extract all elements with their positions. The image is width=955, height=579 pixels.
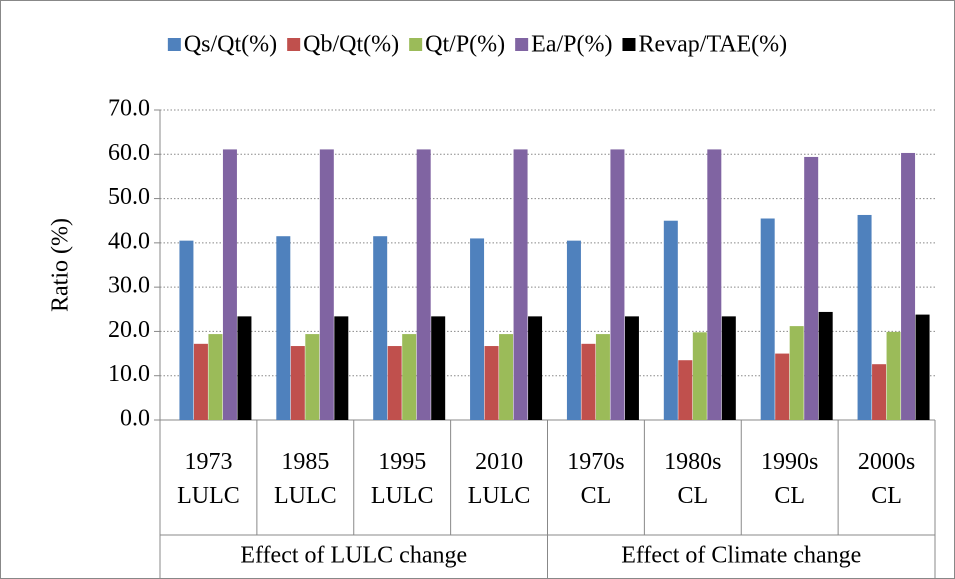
bar	[886, 331, 901, 420]
legend-label: Revap/TAE(%)	[638, 32, 787, 58]
legend-label: Ea/P(%)	[531, 32, 612, 58]
bar	[222, 149, 237, 420]
bar	[319, 149, 334, 420]
x-tick-label: 2000s CL	[858, 449, 915, 509]
x-tick-label: 2010 LULC	[468, 449, 531, 509]
x-tick-label: 1973 LULC	[177, 449, 240, 509]
y-tick-label: 60.0	[108, 140, 150, 166]
bar	[595, 334, 610, 420]
x-tick-label: 1985 LULC	[274, 449, 337, 509]
bar	[857, 214, 872, 420]
y-tick-label: 0.0	[120, 406, 150, 432]
bar	[276, 236, 291, 420]
bar	[513, 149, 528, 420]
bar	[305, 334, 320, 420]
y-tick-label: 10.0	[108, 361, 150, 387]
legend-swatch	[287, 38, 301, 51]
bar	[707, 149, 722, 420]
bar	[208, 334, 223, 420]
legend-label: Qt/P(%)	[425, 32, 505, 58]
bar	[387, 346, 402, 420]
x-tick-label: 1970s CL	[567, 449, 624, 509]
y-tick-label: 70.0	[108, 96, 150, 122]
bar	[804, 156, 819, 420]
bar	[237, 316, 252, 420]
y-tick-label: 50.0	[108, 184, 150, 210]
bar	[663, 220, 678, 420]
bar	[760, 218, 775, 420]
legend-swatch	[409, 38, 423, 51]
x-tick-label: 1995 LULC	[371, 449, 434, 509]
legend-swatch	[515, 38, 529, 51]
bar	[179, 240, 194, 420]
bar	[290, 346, 305, 420]
bar	[610, 149, 625, 420]
y-tick-label: 40.0	[108, 228, 150, 254]
legend-swatch	[167, 38, 181, 51]
bar	[915, 314, 930, 420]
bar	[373, 236, 388, 420]
group-label: Effect of LULC change	[240, 543, 467, 569]
y-tick-label: 30.0	[108, 273, 150, 299]
bar	[818, 311, 833, 420]
bar	[402, 334, 417, 420]
bar	[624, 316, 639, 420]
bar	[499, 334, 514, 420]
bar	[721, 316, 736, 420]
bar	[789, 326, 804, 420]
x-tick-label: 1990s CL	[761, 449, 818, 509]
bar	[901, 152, 916, 420]
bar	[334, 316, 349, 420]
bar	[566, 240, 581, 420]
bar	[193, 343, 208, 420]
bar	[484, 346, 499, 420]
y-axis-label: Ratio (%)	[48, 218, 74, 312]
legend-label: Qs/Qt(%)	[184, 32, 277, 58]
bar	[431, 316, 446, 420]
bar	[416, 149, 431, 420]
legend-label: Qb/Qt(%)	[303, 32, 399, 58]
bar	[678, 360, 693, 420]
bar	[692, 332, 707, 420]
x-tick-label: 1980s CL	[664, 449, 721, 509]
bar	[470, 238, 485, 420]
bar	[775, 353, 790, 420]
bar	[872, 364, 887, 420]
bar	[581, 343, 596, 420]
legend-swatch	[622, 38, 636, 51]
group-label: Effect of Climate change	[621, 543, 861, 569]
bar	[528, 316, 543, 420]
y-tick-label: 20.0	[108, 317, 150, 343]
